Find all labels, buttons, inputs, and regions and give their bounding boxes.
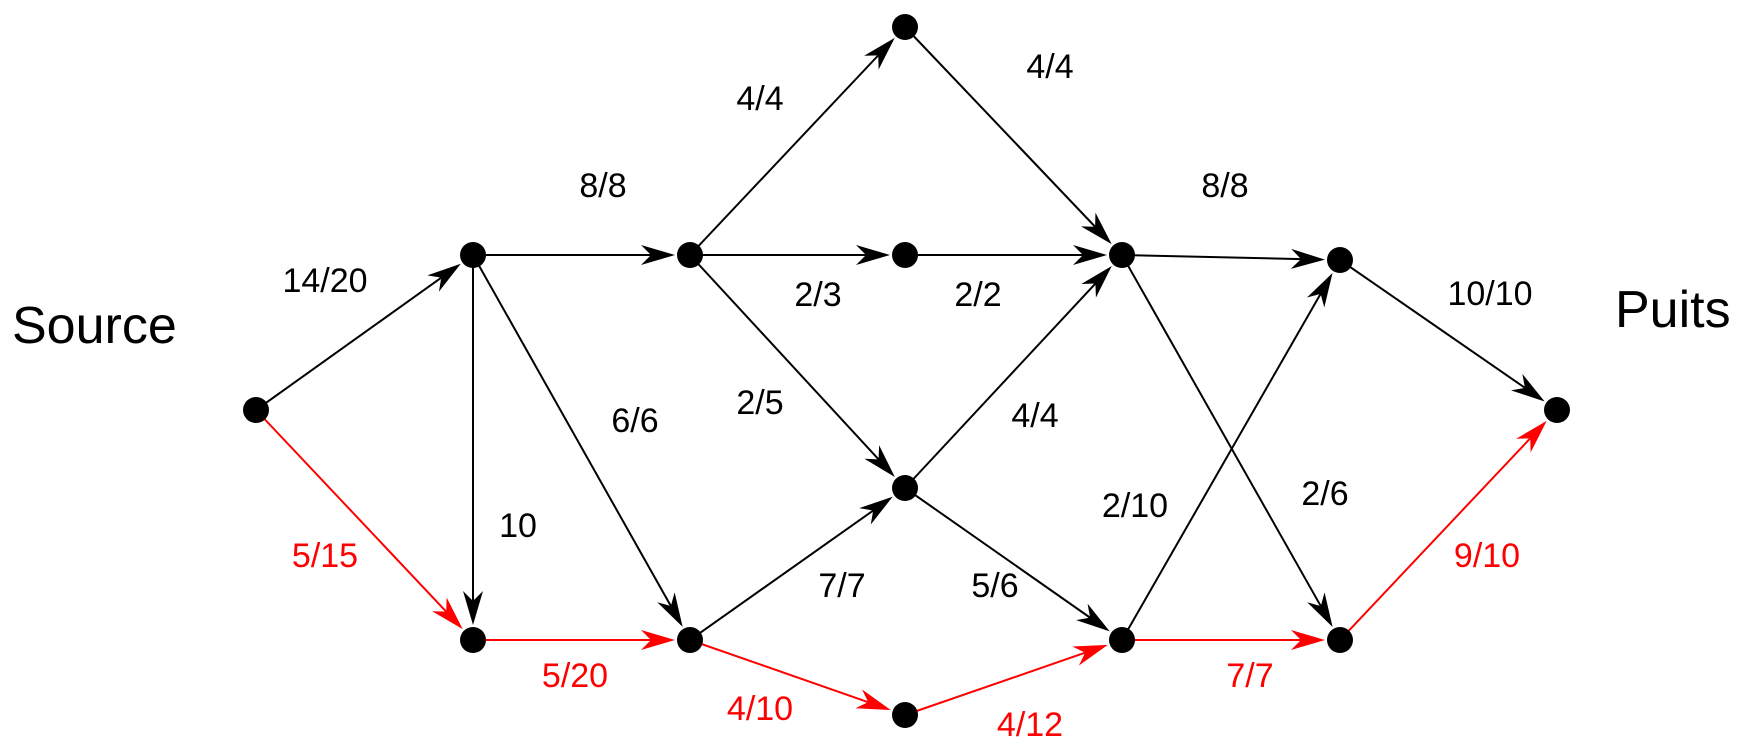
arrowhead-i-t: [1511, 373, 1545, 402]
edge-label-m-h: 2/2: [954, 276, 1001, 314]
sink-label: Puits: [1615, 281, 1731, 339]
edge-g-k: [904, 651, 1086, 716]
arrowhead-f-h: [1081, 265, 1112, 298]
arrowhead-h-i: [1290, 248, 1326, 269]
edge-label-f-h: 4/4: [1011, 397, 1058, 435]
edge-c-h: [904, 26, 1096, 228]
edge-labels-layer: 14/20 5/15 8/8 10 6/6 5/20 4/4 2/3 2/5 7/7 4/10 4/4…: [282, 48, 1532, 744]
edge-label-h-l: 2/6: [1301, 475, 1348, 513]
node-i: [1327, 247, 1353, 273]
edge-s-a: [255, 276, 442, 411]
edge-label-b-m: 2/3: [794, 276, 841, 314]
node-f: [892, 475, 918, 501]
arrowhead-c-h: [1080, 212, 1112, 245]
edge-label-i-t: 10/10: [1447, 275, 1532, 313]
node-m: [892, 242, 918, 268]
node-s: [243, 397, 269, 423]
edges-layer: [255, 26, 1547, 716]
arrowhead-d-e: [641, 630, 675, 650]
node-c: [892, 14, 918, 40]
edge-label-a-d: 10: [499, 507, 537, 545]
node-k: [1109, 627, 1135, 653]
edge-label-s-a: 14/20: [282, 262, 367, 300]
edge-b-f: [689, 254, 880, 461]
edge-label-b-f: 2/5: [736, 384, 783, 422]
arrowhead-b-c: [864, 37, 895, 70]
source-label: Source: [12, 297, 177, 355]
arrowhead-f-k: [1076, 603, 1110, 632]
edge-l-t: [1339, 437, 1531, 641]
arrowhead-s-a: [427, 263, 461, 292]
edge-s-d: [255, 409, 447, 613]
edge-label-a-e: 6/6: [611, 402, 658, 440]
edge-label-k-l: 7/7: [1226, 657, 1273, 695]
edge-e-f: [689, 509, 874, 641]
arrowhead-e-g: [855, 689, 891, 711]
edge-f-k: [904, 487, 1091, 619]
node-l: [1327, 627, 1353, 653]
edge-label-e-g: 4/10: [727, 690, 793, 728]
edge-i-t: [1339, 259, 1526, 389]
arrowhead-m-h: [1073, 245, 1107, 265]
node-g: [892, 702, 918, 728]
edge-label-e-f: 7/7: [818, 567, 865, 605]
arrowhead-k-i: [1306, 273, 1333, 308]
node-a: [460, 242, 486, 268]
arrowhead-e-f: [859, 496, 893, 525]
edge-h-l: [1121, 254, 1322, 607]
arrowhead-k-l: [1291, 630, 1325, 650]
edge-label-d-e: 5/20: [542, 657, 608, 695]
arrowhead-s-d: [432, 597, 463, 630]
arrowhead-g-k: [1072, 644, 1108, 666]
edge-label-b-c: 4/4: [736, 80, 783, 118]
edge-h-i: [1121, 254, 1302, 261]
arrowhead-a-d: [463, 591, 483, 625]
edge-k-i: [1121, 293, 1322, 641]
edge-label-k-i: 2/10: [1102, 487, 1168, 525]
arrowhead-a-e: [657, 592, 683, 627]
edge-label-f-k: 5/6: [971, 567, 1018, 605]
edge-e-g: [689, 639, 869, 704]
edge-f-h: [904, 282, 1097, 489]
edge-label-c-h: 4/4: [1026, 48, 1073, 86]
node-d: [460, 627, 486, 653]
arrowhead-h-l: [1307, 592, 1333, 627]
arrowhead-b-f: [864, 445, 895, 477]
edge-label-s-d: 5/15: [292, 537, 358, 575]
edge-label-h-i: 8/8: [1201, 167, 1248, 205]
edge-b-c: [689, 54, 879, 256]
nodes-layer: [243, 14, 1570, 728]
edge-a-e: [472, 254, 672, 607]
arrowhead-b-m: [856, 245, 890, 265]
edge-label-a-b: 8/8: [579, 167, 626, 205]
node-e: [677, 627, 703, 653]
arrowhead-l-t: [1516, 420, 1547, 453]
arrowhead-a-b: [641, 245, 675, 265]
node-h: [1109, 242, 1135, 268]
node-b: [677, 242, 703, 268]
node-t: [1544, 397, 1570, 423]
edge-label-g-k: 4/12: [997, 706, 1063, 744]
edge-label-l-t: 9/10: [1454, 537, 1520, 575]
